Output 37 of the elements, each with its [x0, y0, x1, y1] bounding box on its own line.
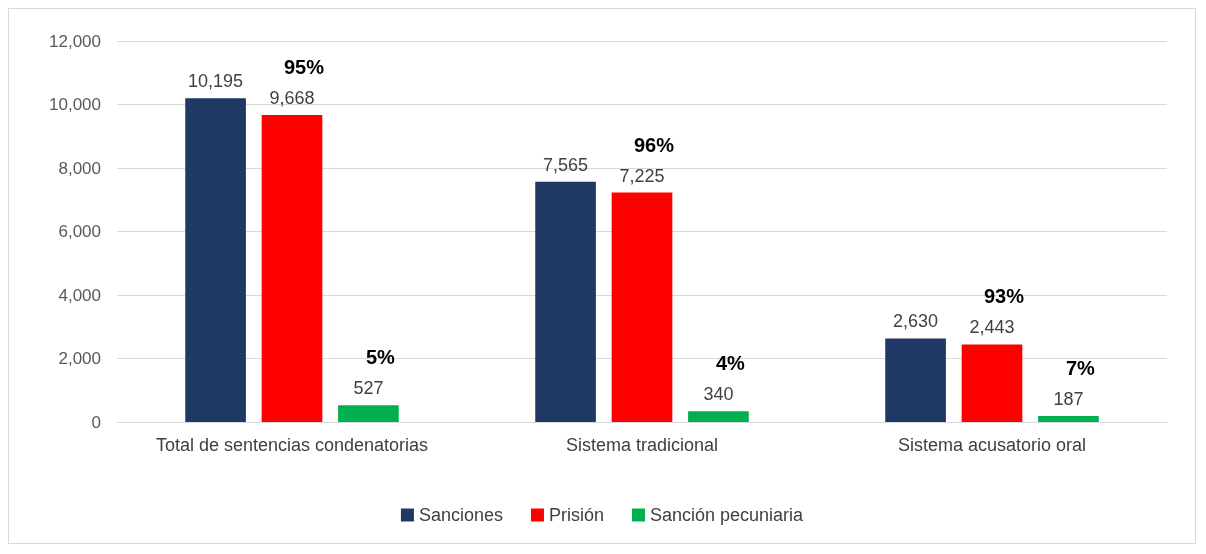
annotation: 5% — [365, 346, 396, 369]
bar — [961, 344, 1023, 422]
annotation: 4% — [715, 352, 746, 375]
annotation: 7% — [1065, 357, 1096, 380]
y-tick-label: 0 — [91, 412, 101, 432]
bar — [688, 411, 749, 422]
y-tick-label: 10,000 — [49, 95, 101, 114]
bar — [885, 338, 946, 422]
annotation: 95% — [283, 56, 325, 79]
x-tick-label: Sistema acusatorio oral — [897, 435, 1087, 455]
data-label: 10,195 — [188, 71, 244, 92]
data-label: 9,668 — [269, 88, 315, 109]
legend-label: Prisión — [548, 505, 604, 525]
annotation: 96% — [633, 133, 675, 156]
y-tick-label: 2,000 — [58, 349, 101, 368]
y-tick-label: 12,000 — [49, 31, 101, 51]
data-label: 7,565 — [543, 154, 589, 175]
bar — [261, 115, 323, 422]
bar — [535, 181, 596, 422]
annotation: 93% — [983, 285, 1025, 308]
bar — [611, 192, 673, 422]
bar — [338, 405, 399, 422]
legend-label: Sanción pecuniaria — [649, 505, 805, 525]
data-label: 7,225 — [619, 165, 665, 186]
y-tick-label: 4,000 — [58, 285, 101, 305]
data-label: 340 — [703, 384, 734, 405]
y-tick-label: 8,000 — [58, 158, 101, 178]
bar — [185, 98, 246, 422]
data-label: 2,630 — [893, 311, 939, 332]
bar — [1038, 416, 1099, 422]
legend-label: Sanciones — [418, 505, 503, 525]
y-tick-label: 6,000 — [58, 222, 101, 241]
data-label: 187 — [1053, 389, 1084, 410]
x-tick-label: Sistema tradicional — [565, 435, 719, 455]
x-tick-label: Total de sentencias condenatorias — [155, 435, 429, 455]
data-label: 2,443 — [969, 317, 1015, 338]
data-label: 527 — [353, 378, 384, 399]
